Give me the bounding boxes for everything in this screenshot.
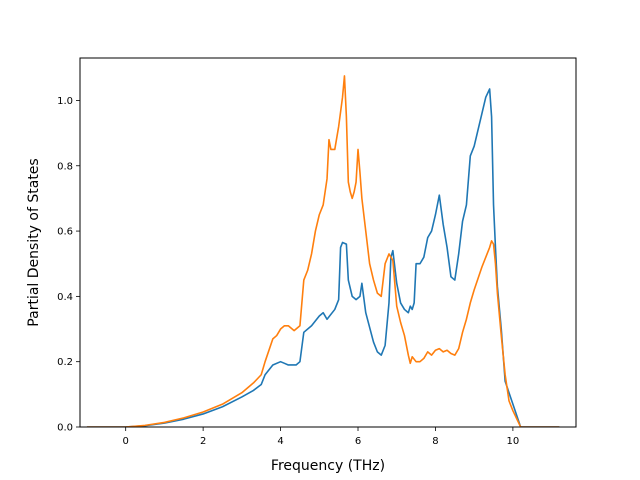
y-axis-title: Partial Density of States [26, 158, 42, 326]
x-tick-label: 4 [277, 436, 283, 447]
x-tick-label: 10 [507, 436, 520, 447]
plot-frame [79, 57, 577, 428]
y-tick-label: 0.4 [57, 292, 73, 303]
x-tick-label: 8 [432, 436, 438, 447]
x-axis-ticks: 0 2 4 6 8 10 [123, 427, 520, 447]
x-tick-label: 6 [355, 436, 361, 447]
series-layer [86, 75, 560, 427]
y-tick-label: 0.6 [57, 227, 73, 238]
x-axis-title: Frequency (THz) [271, 458, 385, 474]
y-tick-label: 1.0 [57, 96, 73, 107]
y-axis-ticks: 0.0 0.2 0.4 0.6 0.8 1.0 [57, 96, 80, 434]
x-tick-label: 0 [123, 436, 129, 447]
series-line-1 [86, 88, 560, 427]
series-line-2 [86, 75, 560, 427]
y-tick-label: 0.8 [57, 161, 73, 172]
y-tick-label: 0.0 [57, 423, 73, 434]
x-tick-label: 2 [200, 436, 206, 447]
y-tick-label: 0.2 [57, 357, 73, 368]
